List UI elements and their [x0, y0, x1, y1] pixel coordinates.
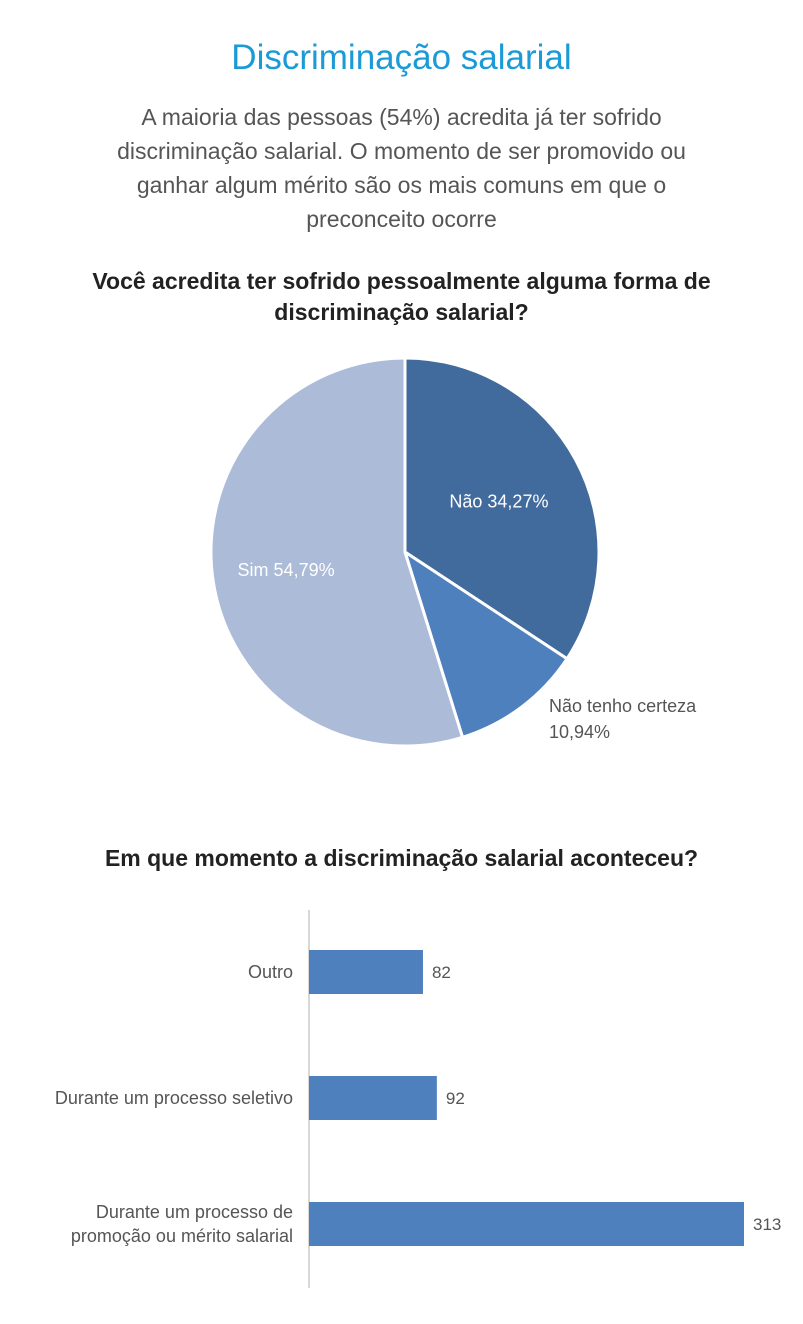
- bar-chart: 82 Outro 92 Durante um processo seletivo 313…: [55, 910, 781, 1288]
- bar-value-label-1: 82: [432, 963, 451, 982]
- page-subtitle: A maioria das pessoas (54%) acredita já …: [117, 104, 686, 232]
- pie-label-2: Não tenho certeza: [549, 696, 697, 716]
- pie-label-2-value: 10,94%: [549, 722, 610, 742]
- bar-category-label-1: Outro: [248, 962, 293, 982]
- pie-slice-2: [402, 548, 570, 740]
- bar-chart-title: Em que momento a discriminação salarial …: [104, 845, 699, 871]
- bar-1: [309, 950, 423, 994]
- pie-label-1: Não 34,27%: [449, 491, 548, 511]
- bar-value-label-2: 92: [446, 1089, 465, 1108]
- bar-3: [309, 1202, 744, 1246]
- bar-value-label-3: 313: [753, 1215, 781, 1234]
- bar-category-label-3-line-2: promoção ou mérito salarial: [71, 1226, 293, 1246]
- pie-label-3: Sim 54,79%: [238, 560, 335, 580]
- bar-2: [309, 1076, 437, 1120]
- page-title: Discriminação salarial: [231, 38, 572, 77]
- pie-chart-title: Você acredita ter sofrido pessoalmente a…: [92, 268, 711, 325]
- bar-category-label-2: Durante um processo seletivo: [55, 1088, 293, 1108]
- bar-category-label-3-line-1: Durante um processo de: [96, 1202, 293, 1222]
- pie-slice-3: [209, 356, 465, 748]
- pie-chart: Não 34,27% Não tenho certeza 10,94% Sim 54,…: [209, 356, 697, 748]
